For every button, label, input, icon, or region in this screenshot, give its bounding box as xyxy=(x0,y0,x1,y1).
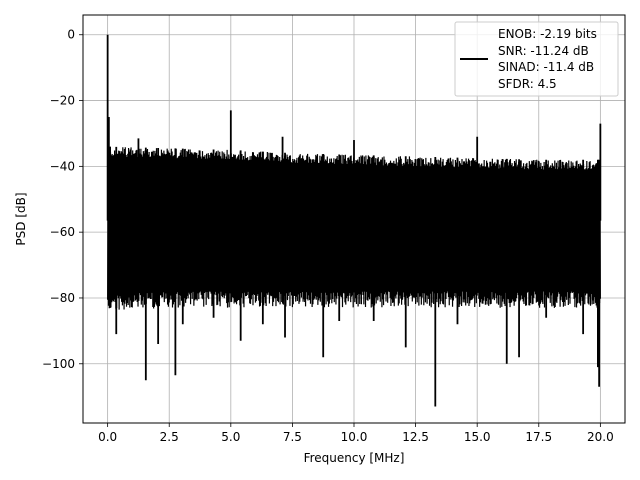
x-tick-label: 20.0 xyxy=(587,430,614,444)
y-tick-label: −60 xyxy=(50,225,75,239)
legend-entry-sfdr: SFDR: 4.5 xyxy=(498,77,557,91)
psd-trace xyxy=(106,34,602,407)
legend-entry-snr: SNR: -11.24 dB xyxy=(498,44,589,58)
x-tick-label: 5.0 xyxy=(221,430,240,444)
x-tick-label: 7.5 xyxy=(283,430,302,444)
y-tick-label: −20 xyxy=(50,94,75,108)
x-tick-label: 17.5 xyxy=(525,430,552,444)
legend-box xyxy=(454,21,619,97)
axis-ticks: 0.0 2.5 5.0 7.5 10.0 12.5 15.0 17.5 20.0 0 −20 −40 −… xyxy=(42,28,614,444)
x-tick-label: 15.0 xyxy=(464,430,491,444)
y-tick-label: 0 xyxy=(67,28,75,42)
x-tick-label: 0.0 xyxy=(98,430,117,444)
x-axis-label: Frequency [MHz] xyxy=(304,451,405,465)
legend-entry-sinad: SINAD: -11.4 dB xyxy=(498,60,594,74)
y-tick-label: −80 xyxy=(50,291,75,305)
x-tick-label: 2.5 xyxy=(160,430,179,444)
y-tick-label: −100 xyxy=(42,357,75,371)
x-tick-label: 10.0 xyxy=(341,430,368,444)
y-axis-label: PSD [dB] xyxy=(14,192,28,245)
legend: ENOB: -2.19 bits SNR: -11.24 dB SINAD: -… xyxy=(454,21,619,97)
legend-entry-enob: ENOB: -2.19 bits xyxy=(498,27,597,41)
y-tick-label: −40 xyxy=(50,159,75,173)
x-tick-label: 12.5 xyxy=(402,430,429,444)
